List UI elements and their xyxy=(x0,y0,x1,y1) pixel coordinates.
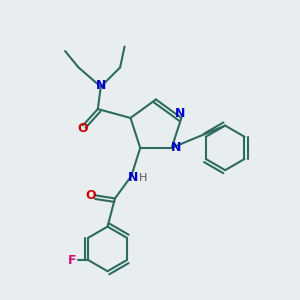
Text: H: H xyxy=(138,173,147,184)
Text: N: N xyxy=(96,79,106,92)
Text: N: N xyxy=(171,141,181,154)
Text: F: F xyxy=(68,254,77,267)
Text: N: N xyxy=(175,107,185,120)
Text: O: O xyxy=(78,122,88,135)
Text: O: O xyxy=(86,189,97,202)
Text: N: N xyxy=(128,171,138,184)
